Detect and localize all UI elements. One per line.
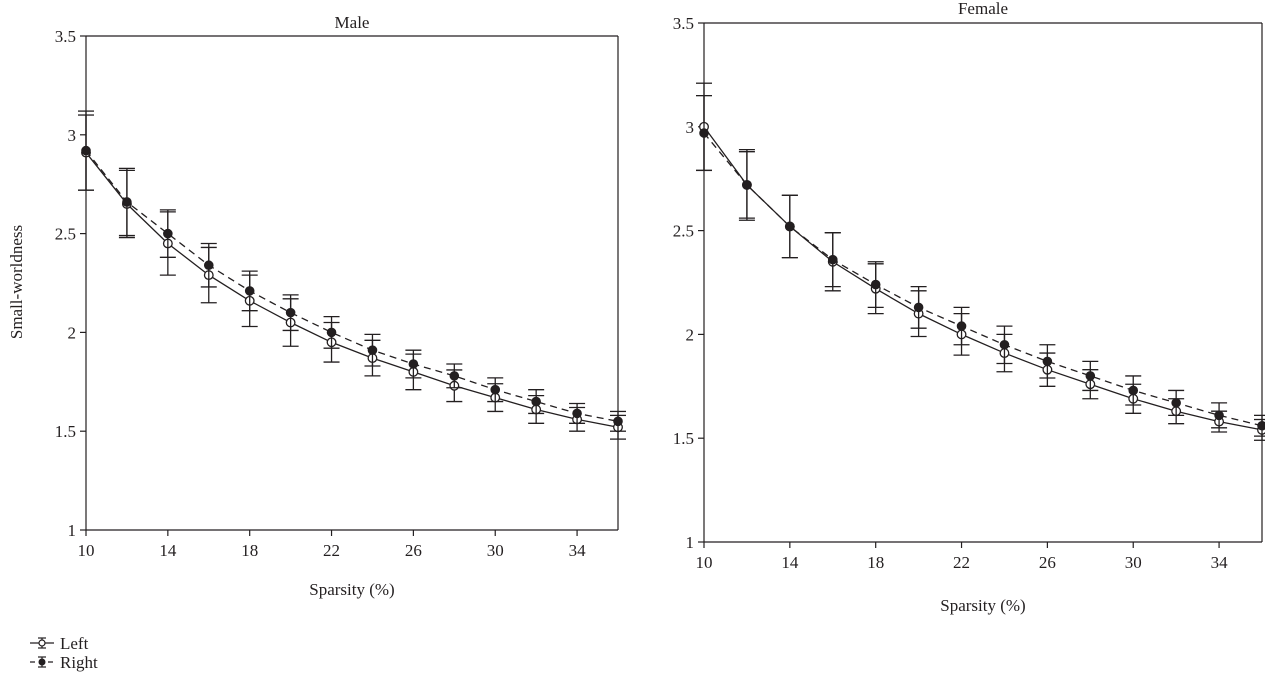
- y-tick-label: 3.5: [55, 27, 76, 46]
- plot-area: [78, 110, 626, 440]
- x-tick-label: 18: [867, 553, 884, 572]
- data-point-right: [490, 384, 501, 395]
- y-tick-label: 2: [686, 325, 695, 344]
- x-axis-title: Sparsity (%): [940, 596, 1025, 615]
- data-point-right: [1257, 420, 1265, 431]
- data-point-right: [613, 416, 623, 427]
- legend: Left Right: [30, 634, 98, 672]
- x-tick-label: 26: [1039, 553, 1056, 572]
- plot-area: [696, 82, 1265, 441]
- x-tick-label: 34: [569, 541, 587, 560]
- x-tick-label: 14: [781, 553, 799, 572]
- chart-panel-female: Female 10 14 18 22 26 30 34 1 1.5 2 2.5 3 3.5 Sparsity…: [673, 0, 1265, 615]
- data-point-right: [122, 197, 132, 207]
- x-tick-label: 30: [1125, 553, 1142, 572]
- legend-glyph-right: [30, 656, 54, 668]
- data-point-right: [531, 396, 541, 407]
- series-right: [78, 110, 626, 432]
- y-tick-label: 1: [686, 533, 695, 552]
- data-point-right: [203, 260, 214, 271]
- legend-item-right: Right: [30, 653, 98, 672]
- panel-title: Female: [958, 0, 1008, 18]
- data-point-right: [742, 180, 752, 190]
- x-tick-label: 26: [405, 541, 422, 560]
- data-point-right: [449, 371, 460, 381]
- data-point-right: [1128, 385, 1139, 396]
- x-tick-label: 10: [78, 541, 95, 560]
- panel-title: Male: [335, 13, 370, 32]
- data-point-right: [408, 359, 419, 369]
- y-tick-label: 2: [68, 323, 77, 342]
- x-tick-label: 22: [953, 553, 970, 572]
- y-tick-label: 1: [68, 521, 77, 540]
- data-point-right: [785, 221, 795, 232]
- data-point-right: [1085, 371, 1096, 381]
- data-point-right: [163, 228, 173, 239]
- data-point-right: [827, 254, 838, 265]
- legend-glyph-left: [30, 637, 54, 649]
- data-point-right: [285, 307, 296, 318]
- x-axis-title: Sparsity (%): [309, 580, 394, 599]
- data-point-right: [956, 321, 967, 331]
- data-point-right: [572, 408, 582, 419]
- y-tick-label: 1.5: [55, 422, 76, 441]
- data-point-right: [244, 286, 255, 296]
- y-tick-label: 1.5: [673, 429, 694, 448]
- y-tick-label: 3.5: [673, 14, 694, 33]
- legend-marker: [38, 658, 46, 666]
- x-tick-label: 30: [487, 541, 504, 560]
- chart-panel-male: Male 10 14 18 22 26 30 34 1 1.5 2 2.5 3 3.5 Sparsity (…: [55, 13, 626, 599]
- y-tick-label: 2.5: [55, 225, 76, 244]
- data-point-right: [326, 327, 337, 338]
- data-point-right: [913, 302, 924, 313]
- y-tick-label: 3: [686, 118, 695, 137]
- data-point-right: [999, 339, 1010, 350]
- data-point-right: [367, 345, 378, 355]
- data-point-right: [81, 145, 91, 156]
- series-line-right: [85, 150, 619, 422]
- data-point-right: [1042, 356, 1053, 367]
- data-point-right: [1171, 398, 1181, 408]
- y-tick-label: 2.5: [673, 222, 694, 241]
- x-tick-label: 10: [696, 553, 713, 572]
- data-point-right: [699, 128, 709, 138]
- series-right: [696, 95, 1265, 437]
- series-left: [78, 114, 626, 440]
- legend-item-left: Left: [30, 634, 89, 653]
- data-point-right: [1214, 410, 1224, 421]
- y-axis-title: Small-worldness: [7, 225, 26, 339]
- legend-label-right: Right: [60, 653, 98, 672]
- x-tick-label: 22: [323, 541, 340, 560]
- x-tick-label: 14: [159, 541, 177, 560]
- y-tick-label: 3: [68, 126, 77, 145]
- legend-label-left: Left: [60, 634, 89, 653]
- series-left: [696, 82, 1265, 441]
- x-tick-label: 34: [1211, 553, 1229, 572]
- series-line-right: [703, 132, 1263, 427]
- x-tick-label: 18: [241, 541, 258, 560]
- data-point-right: [870, 279, 881, 290]
- legend-marker: [38, 639, 46, 647]
- series-line-left: [85, 152, 619, 428]
- series-line-left: [703, 126, 1263, 431]
- panels: Male 10 14 18 22 26 30 34 1 1.5 2 2.5 3 3.5 Sparsity (…: [55, 0, 1265, 615]
